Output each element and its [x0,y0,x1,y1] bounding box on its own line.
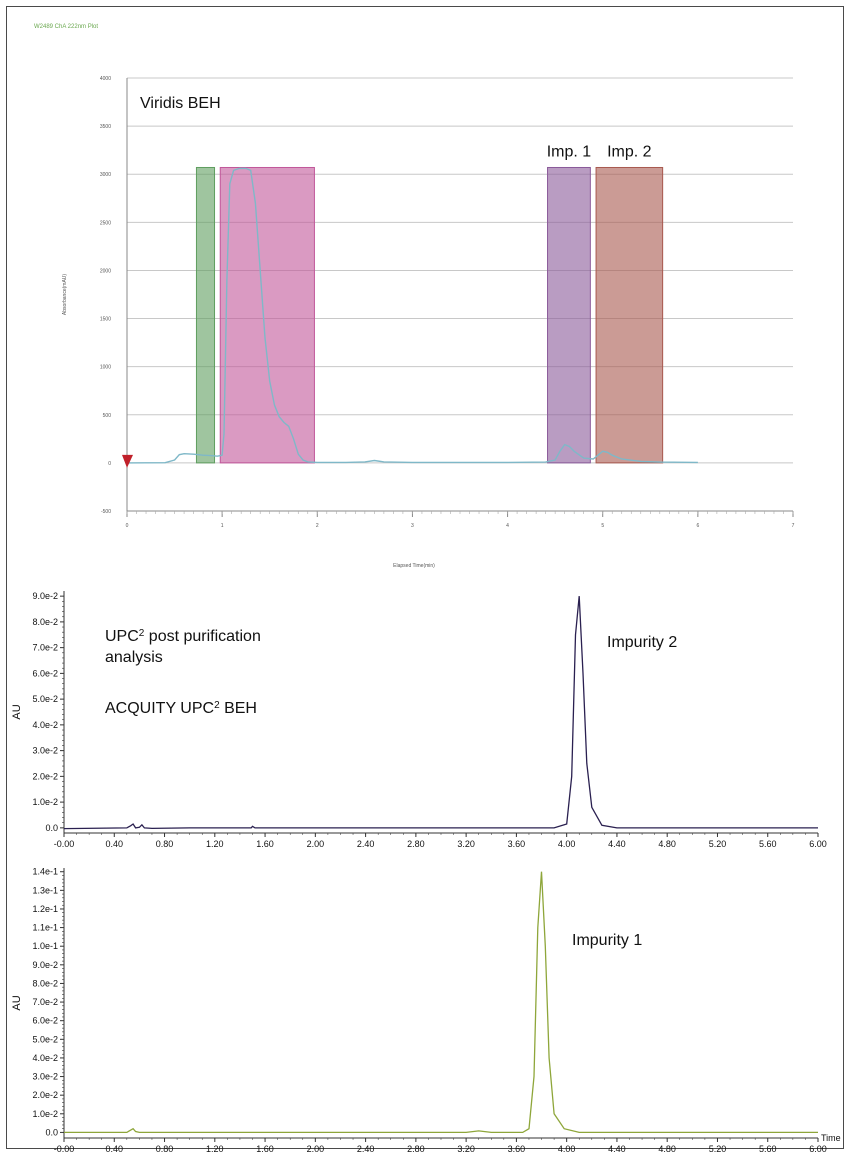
y-tick-label: 6.0e-2 [32,668,58,678]
fraction-box [547,166,591,464]
y-tick-label: 3000 [100,172,111,178]
x-tick-label: -0.00 [54,1144,75,1154]
x-tick-label: 2.00 [307,1144,325,1154]
y-tick-label: 5.0e-2 [32,694,58,704]
y-tick-label: 1.0e-1 [32,941,58,951]
x-tick-label: 4.80 [658,839,676,849]
y-tick-label: 0.0 [45,1127,58,1137]
y-tick-label: 2000 [100,268,111,274]
y-tick-label: 8.0e-2 [32,617,58,627]
x-tick-label: 1.20 [206,839,224,849]
plot-caption: W2489 ChA 222nm Plot [34,24,99,30]
y-tick-label: 7.0e-2 [32,643,58,653]
x-tick-label: 4 [506,523,509,529]
x-tick-label: 3.20 [457,1144,475,1154]
annotation-line: UPC2 post purification [105,628,261,646]
y-axis-label: AU [11,995,23,1010]
x-tick-label: 2 [316,523,319,529]
x-tick-label: 4.80 [658,1144,676,1154]
x-tick-label: 2.40 [357,1144,375,1154]
annotation-line: ACQUITY UPC2 BEH [105,700,257,718]
y-axis-label: AU [11,704,23,719]
x-tick-label: 5 [601,523,604,529]
y-tick-label: 1.1e-1 [32,923,58,933]
fraction-label: Imp. 1 [547,143,592,160]
y-tick-label: 500 [103,413,112,419]
y-tick-label: 1500 [100,317,111,323]
y-tick-label: 1000 [100,365,111,371]
x-tick-label: 2.80 [407,839,425,849]
x-tick-label: 0.80 [156,1144,174,1154]
x-tick-label: 1.20 [206,1144,224,1154]
x-tick-label: 3.60 [508,1144,526,1154]
x-tick-label: 5.60 [759,1144,777,1154]
x-tick-label: 1.60 [256,839,274,849]
x-tick-label: 6.00 [809,1144,827,1154]
peak-label: Impurity 1 [572,932,642,949]
x-axis-label: Elapsed Time(min) [393,563,435,569]
x-tick-label: 1 [221,523,224,529]
y-tick-label: 4.0e-2 [32,1053,58,1063]
x-tick-label: 4.00 [558,1144,576,1154]
annotation-line: analysis [105,649,163,666]
fraction-box [219,166,315,464]
start-marker [122,454,133,468]
chromatogram-trace [64,871,818,1134]
y-tick-label: 3500 [100,124,111,130]
y-tick-label: 1.0e-2 [32,797,58,807]
y-tick-label: 6.0e-2 [32,1016,58,1026]
y-tick-label: 7.0e-2 [32,997,58,1007]
x-tick-label: 3 [411,523,414,529]
y-tick-label: 2500 [100,220,111,226]
fraction-box [195,166,216,464]
y-tick-label: 8.0e-2 [32,978,58,988]
y-tick-label: -500 [101,509,111,515]
x-axis-label: Time [821,1133,841,1143]
x-tick-label: 5.20 [709,1144,727,1154]
y-tick-label: 1.3e-1 [32,885,58,895]
x-tick-label: 6.00 [809,839,827,849]
x-tick-label: 5.60 [759,839,777,849]
chromatogram-trace [126,167,698,464]
x-tick-label: -0.00 [54,839,75,849]
x-tick-label: 2.80 [407,1144,425,1154]
x-tick-label: 3.60 [508,839,526,849]
y-tick-label: 4.0e-2 [32,720,58,730]
x-tick-label: 2.00 [307,839,325,849]
y-tick-label: 2.0e-2 [32,771,58,781]
x-tick-label: 0 [126,523,129,529]
y-tick-label: 1.4e-1 [32,867,58,877]
y-tick-label: 3.0e-2 [32,1072,58,1082]
y-tick-label: 1.0e-2 [32,1109,58,1119]
y-tick-label: 1.2e-1 [32,904,58,914]
x-tick-label: 0.40 [106,1144,124,1154]
x-tick-label: 5.20 [709,839,727,849]
x-tick-label: 7 [792,523,795,529]
fraction-box [595,166,664,464]
x-tick-label: 0.80 [156,839,174,849]
x-tick-label: 0.40 [106,839,124,849]
x-tick-label: 4.00 [558,839,576,849]
x-tick-label: 2.40 [357,839,375,849]
y-tick-label: 0 [108,461,111,467]
y-tick-label: 4000 [100,76,111,82]
x-tick-label: 4.40 [608,839,626,849]
x-tick-label: 1.60 [256,1144,274,1154]
y-tick-label: 0.0 [45,823,58,833]
chart-title: Viridis BEH [140,95,221,112]
y-tick-label: 9.0e-2 [32,960,58,970]
x-tick-label: 3.20 [457,839,475,849]
y-tick-label: 9.0e-2 [32,591,58,601]
y-tick-label: 2.0e-2 [32,1090,58,1100]
y-tick-label: 5.0e-2 [32,1034,58,1044]
figure-frame [6,6,844,1149]
y-tick-label: 3.0e-2 [32,746,58,756]
x-tick-label: 4.40 [608,1144,626,1154]
peak-label: Impurity 2 [607,634,677,651]
fraction-label: Imp. 2 [607,143,652,160]
y-axis-label: Absorbance(mAU) [62,274,68,315]
x-tick-label: 6 [696,523,699,529]
chromatogram-trace [63,596,818,830]
